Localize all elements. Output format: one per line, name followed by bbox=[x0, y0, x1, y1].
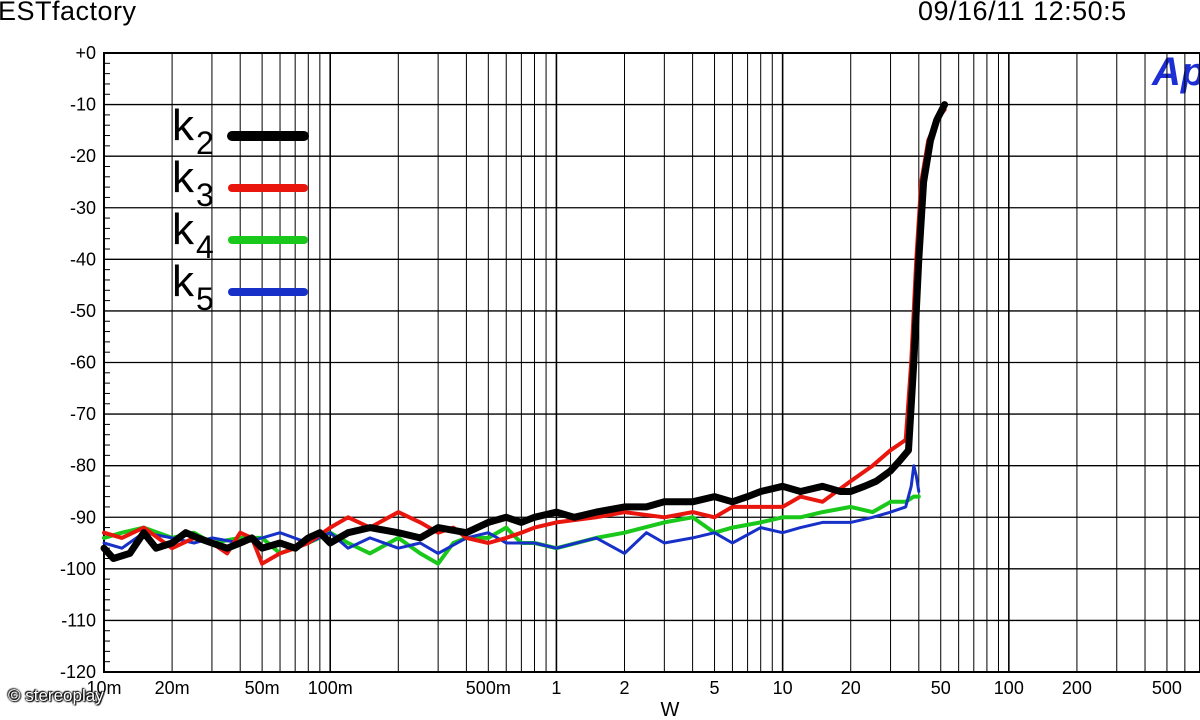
x-tick-label: 1 bbox=[551, 678, 561, 698]
y-tick-label: +0 bbox=[75, 43, 96, 63]
x-tick-label: 500 bbox=[1152, 678, 1182, 698]
x-tick-label: 50m bbox=[245, 678, 280, 698]
x-tick-label: 100m bbox=[308, 678, 353, 698]
legend-label-k3: k bbox=[172, 153, 195, 202]
chart-grid bbox=[103, 52, 1200, 673]
x-tick-label: 20m bbox=[155, 678, 190, 698]
y-tick-label: -30 bbox=[70, 198, 96, 218]
y-tick-label: -60 bbox=[70, 353, 96, 373]
y-tick-label: -70 bbox=[70, 404, 96, 424]
brand-logo: Ap bbox=[1152, 50, 1200, 94]
y-tick-label: -90 bbox=[70, 507, 96, 527]
chart-series bbox=[100, 101, 949, 566]
x-tick-label: 200 bbox=[1062, 678, 1092, 698]
x-tick-label: 10m bbox=[86, 678, 121, 698]
x-tick-label: 5 bbox=[710, 678, 720, 698]
series-line-k2 bbox=[100, 101, 949, 562]
legend-subscript-k4: 4 bbox=[196, 229, 214, 265]
header-timestamp: 09/16/11 12:50:5 bbox=[918, 0, 1127, 26]
y-tick-label: -50 bbox=[70, 301, 96, 321]
x-axis-title: W bbox=[661, 699, 680, 720]
y-tick-label: -20 bbox=[70, 146, 96, 166]
y-tick-label: -40 bbox=[70, 249, 96, 269]
legend-subscript-k3: 3 bbox=[196, 177, 214, 213]
header-brand: ESTfactory bbox=[0, 0, 137, 26]
series-line-k5 bbox=[102, 464, 921, 555]
chart-axes: +0 -10 -20 -30 -40 -50 -60 -70 -80 -90 -100 -110 -12… bbox=[60, 43, 1200, 698]
x-tick-label: 20 bbox=[841, 678, 861, 698]
chart-legend: k 2k 3k 4k 5 bbox=[172, 101, 309, 317]
y-tick-label: -110 bbox=[61, 610, 96, 630]
legend-label-k4: k bbox=[172, 205, 195, 254]
plot-frame bbox=[103, 52, 1200, 673]
x-tick-label: 10 bbox=[773, 678, 793, 698]
legend-label-k2: k bbox=[172, 101, 195, 150]
x-tick-label: 100 bbox=[994, 678, 1024, 698]
copyright-watermark: © stereoplay bbox=[8, 686, 104, 705]
x-tick-label: 50 bbox=[931, 678, 951, 698]
series-line-k3 bbox=[102, 107, 947, 566]
y-tick-label: -100 bbox=[60, 559, 96, 579]
y-tick-label: -80 bbox=[70, 456, 96, 476]
legend-label-k5: k bbox=[172, 257, 195, 306]
y-tick-label: -10 bbox=[70, 95, 96, 115]
legend-subscript-k2: 2 bbox=[196, 125, 214, 161]
x-tick-label: 500m bbox=[466, 678, 511, 698]
x-tick-label: 2 bbox=[620, 678, 630, 698]
y-tick-label: -120 bbox=[60, 662, 96, 682]
legend-subscript-k5: 5 bbox=[196, 281, 214, 317]
